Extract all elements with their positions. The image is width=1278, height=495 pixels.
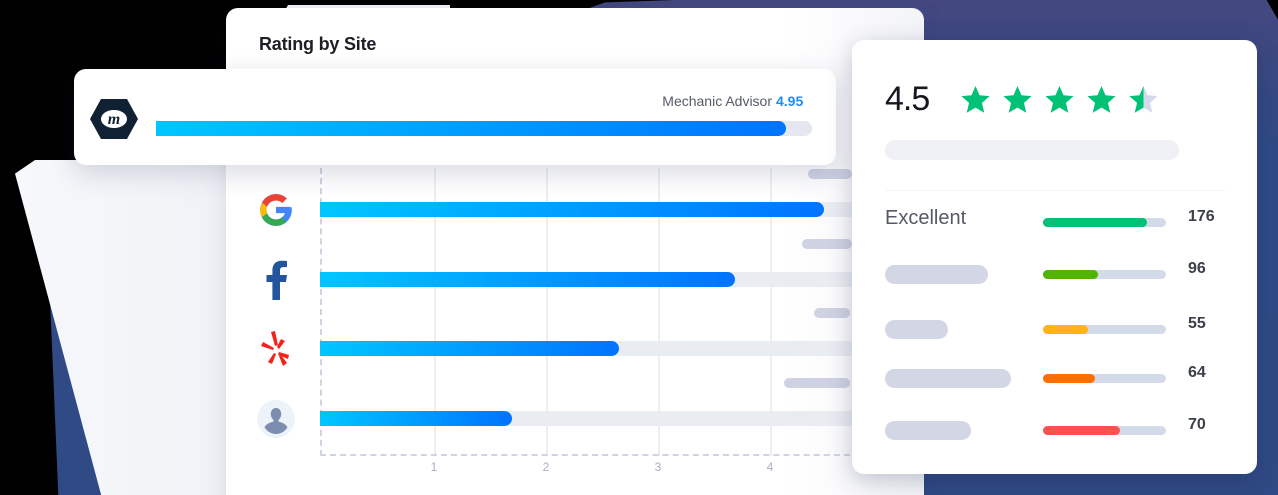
google-icon <box>256 190 296 230</box>
divider <box>885 190 1225 191</box>
gridline-1 <box>434 168 436 456</box>
rating-track <box>320 202 860 217</box>
rating-summary-card: 4.5 Excellent 176 96 55 <box>852 40 1257 474</box>
breakdown-count: 64 <box>1188 364 1206 381</box>
breakdown-track <box>1043 325 1166 334</box>
rating-bar-yelp <box>320 341 619 356</box>
site-row-other <box>226 378 924 441</box>
breakdown-track <box>1043 426 1166 435</box>
star-rating <box>960 84 1159 115</box>
rating-bar-mechanic-advisor <box>156 121 786 136</box>
breakdown-bar <box>1043 218 1147 227</box>
rating-track <box>320 411 860 426</box>
rating-track <box>320 341 860 356</box>
card-title: Rating by Site <box>259 34 377 54</box>
breakdown-row-excellent: Excellent 176 <box>852 207 1257 237</box>
star-full-icon <box>1003 85 1032 113</box>
gridline-4 <box>770 168 772 456</box>
svg-text:m: m <box>108 111 120 128</box>
breakdown-bar <box>1043 374 1095 383</box>
breakdown-count: 70 <box>1188 416 1206 433</box>
site-row-yelp <box>226 308 924 371</box>
x-tick: 2 <box>542 460 550 474</box>
x-tick: 3 <box>654 460 662 474</box>
x-tick: 4 <box>766 460 774 474</box>
plot-frame <box>320 168 860 456</box>
star-full-icon <box>1045 85 1074 113</box>
breakdown-bar <box>1043 426 1120 435</box>
placeholder-pill <box>814 308 850 318</box>
mechanic-advisor-card: m Mechanic Advisor 4.95 <box>74 69 836 165</box>
breakdown-bar <box>1043 270 1098 279</box>
breakdown-track <box>1043 374 1166 383</box>
overall-score: 4.5 <box>885 80 930 118</box>
user-avatar-icon <box>256 399 296 439</box>
rating-track <box>320 272 860 287</box>
breakdown-row-3: 55 <box>852 314 1257 344</box>
site-rating: 4.95 <box>776 93 804 109</box>
facebook-icon <box>256 260 296 300</box>
breakdown-row-5: 70 <box>852 415 1257 445</box>
rating-chart: 1 2 3 4 <box>226 8 924 495</box>
breakdown-row-4: 64 <box>852 363 1257 393</box>
placeholder-label <box>885 421 971 440</box>
background-paper <box>15 160 260 495</box>
rating-bar-other <box>320 411 512 426</box>
breakdown-count: 55 <box>1188 315 1206 332</box>
gridline-2 <box>546 168 548 456</box>
placeholder-bar <box>885 140 1179 160</box>
x-tick: 1 <box>430 460 438 474</box>
breakdown-count: 96 <box>1188 260 1206 277</box>
breakdown-bar <box>1043 325 1088 334</box>
star-full-icon <box>1087 85 1116 113</box>
site-name: Mechanic Advisor <box>662 93 772 109</box>
placeholder-label <box>885 320 948 339</box>
rating-bar-facebook <box>320 272 735 287</box>
breakdown-label: Excellent <box>885 207 967 229</box>
placeholder-pill <box>802 239 852 249</box>
placeholder-pill <box>808 169 852 179</box>
mechanic-advisor-logo-icon: m <box>89 97 139 141</box>
site-row-facebook <box>226 239 924 302</box>
placeholder-label <box>885 369 1011 388</box>
yelp-icon <box>256 329 296 369</box>
star-full-icon <box>961 85 990 113</box>
breakdown-row-2: 96 <box>852 259 1257 289</box>
rating-track <box>156 121 812 136</box>
star-half-icon <box>1129 85 1158 113</box>
rating-bar-google <box>320 202 824 217</box>
breakdown-track <box>1043 270 1166 279</box>
site-row-google <box>226 169 924 232</box>
placeholder-pill <box>784 378 850 388</box>
placeholder-label <box>885 265 988 284</box>
breakdown-count: 176 <box>1188 208 1215 225</box>
breakdown-track <box>1043 218 1166 227</box>
gridline-3 <box>658 168 660 456</box>
